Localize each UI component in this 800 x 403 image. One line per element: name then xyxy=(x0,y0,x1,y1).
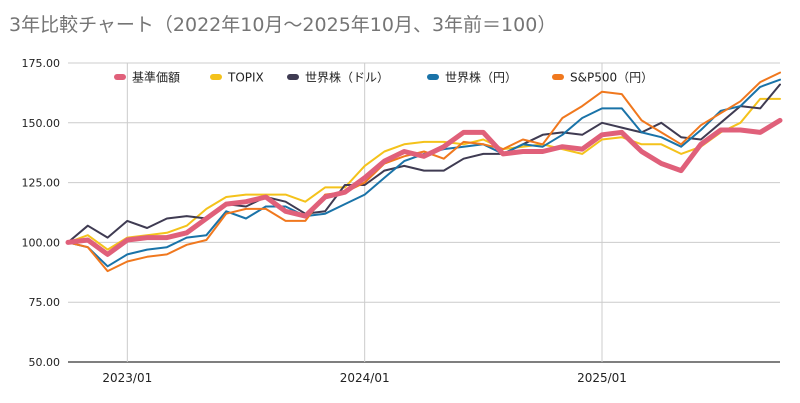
legend-swatch xyxy=(210,74,222,80)
series-line-3 xyxy=(67,78,781,268)
legend-label: 世界株（ドル） xyxy=(305,70,389,85)
legend-label: 基準価額 xyxy=(132,70,180,85)
legend-swatch xyxy=(287,74,299,80)
legend-swatch xyxy=(114,74,126,80)
legend-label: TOPIX xyxy=(227,71,264,85)
series-line-1 xyxy=(67,97,781,251)
legend: 基準価額 TOPIX 世界株（ドル） 世界株（円） S&P500（円） xyxy=(114,70,653,85)
y-tick-label: 150.00 xyxy=(22,117,61,130)
legend-label: 世界株（円） xyxy=(445,70,517,85)
axis-labels: 50.00 75.00 100.00 125.00 150.00 175.00 2023/0… xyxy=(22,57,627,385)
legend-swatch xyxy=(552,74,564,80)
series-lines xyxy=(65,71,783,273)
y-tick-label: 125.00 xyxy=(22,177,61,190)
series-line-4 xyxy=(67,71,781,273)
grid-layer xyxy=(68,62,780,363)
x-tick-label: 2024/01 xyxy=(340,371,390,385)
series-line-0 xyxy=(65,117,783,257)
chart-title: 3年比較チャート（2022年10月〜2025年10月、3年前＝100） xyxy=(9,14,557,36)
series-line-2 xyxy=(67,83,781,244)
x-tick-label: 2023/01 xyxy=(102,371,152,385)
y-tick-label: 100.00 xyxy=(22,236,61,249)
legend-swatch xyxy=(427,74,439,80)
y-tick-label: 50.00 xyxy=(29,356,61,369)
x-tick-label: 2025/01 xyxy=(577,371,627,385)
y-tick-label: 75.00 xyxy=(29,296,61,309)
y-tick-label: 175.00 xyxy=(22,57,61,70)
legend-label: S&P500（円） xyxy=(570,71,653,85)
